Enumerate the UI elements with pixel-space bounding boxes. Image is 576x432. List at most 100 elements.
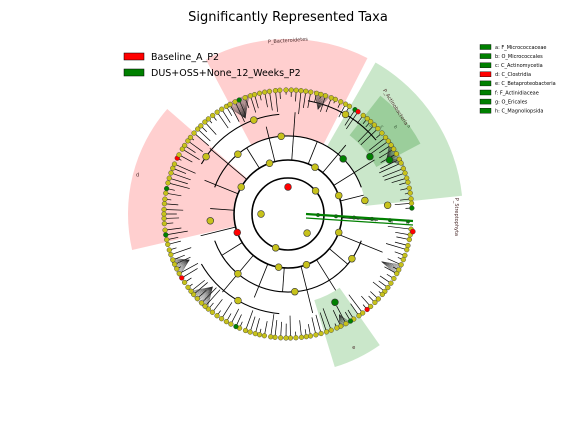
tip-node [170,257,176,263]
key-label-e: e: C_Betaproteobacteria [495,81,556,87]
inner-letter-g: g [390,220,393,225]
tip-node [162,227,168,233]
tip-node [278,335,284,341]
tip-branch [299,320,302,338]
tip-node [379,130,385,136]
tip-node [165,180,171,186]
inner-letter-h: h [406,220,409,226]
tip-branch [193,132,209,146]
tip-node [266,88,273,94]
tip-node [298,334,305,340]
tip-node [236,97,242,103]
tip-node [328,327,334,333]
tip-branch [298,90,302,115]
internal-node [234,296,242,305]
internal-node [265,159,274,167]
tip-branch [182,148,200,160]
tip-branch [315,314,322,334]
tip-branch [187,140,203,152]
tip-node [368,118,374,125]
tip-node [214,109,220,115]
tip-node [303,334,309,340]
inner-letter-a: a [405,124,411,129]
fan-branch [317,95,331,110]
tip-node [247,329,253,335]
tip-node [322,93,329,99]
tip-branch [319,312,327,332]
chart-title: Significantly Represented Taxa [188,10,388,25]
internal-node [291,288,299,296]
tip-branch [384,172,406,181]
fan-branch [202,286,213,308]
inner-letter-e: e [356,217,359,222]
tip-branch [190,279,205,292]
tip-node [398,160,404,166]
tip-branch [167,182,190,189]
legend-swatch-baseline [123,52,145,61]
tip-branch [322,308,332,331]
internal-branch [333,159,375,186]
tip-node [298,88,304,94]
tip-branch [250,95,257,113]
tip-branch [303,91,307,109]
tip-node [187,134,194,141]
internal-node [383,201,392,209]
tip-node [405,179,411,185]
fan-branch [192,286,213,297]
tip-branch [387,225,412,230]
tip-node [277,87,283,93]
tip-branch [169,177,188,185]
tip-node [313,332,319,338]
tip-node [168,170,174,176]
sector-letter-d: d [136,173,139,179]
tip-node [379,291,385,298]
tip-branch [204,121,217,135]
key-swatch-c [479,62,492,68]
tip-node [318,91,324,98]
tip-node [388,280,394,286]
internal-node [311,187,320,195]
tip-branch [249,316,256,333]
tip-node [287,335,294,341]
tip-node [262,89,268,95]
tip-node [199,300,205,306]
tip-node [338,99,344,105]
tip-branch [229,104,240,122]
tip-node [402,170,408,176]
tip-node [364,306,370,313]
internal-branch [291,112,296,161]
tip-node [242,327,249,334]
lineage-node [406,219,411,224]
tip-node [161,201,168,207]
internal-branch [210,208,235,211]
internal-node [335,228,343,237]
internal-node [339,155,347,163]
sector-clostridia [127,109,247,250]
tip-node [393,151,400,157]
fan-branch [245,94,250,119]
internal-node [361,196,369,205]
tip-node [346,103,353,109]
tip-branch [193,282,208,295]
internal-branch [322,144,347,173]
tip-branch [274,319,278,338]
internal-node [341,110,350,119]
internal-node [385,156,394,164]
tip-node [303,88,309,94]
legend-label-baseline: Baseline_A_P2 [151,52,219,63]
tip-node [176,152,182,158]
tree-branches [163,90,414,338]
tip-branch [197,128,211,142]
tip-node [233,323,239,330]
tip-node [182,279,188,286]
fan-branch [241,96,246,119]
internal-node [331,298,339,306]
tip-node [176,271,182,277]
internal-node [237,183,245,191]
tip-node [161,211,167,217]
tip-node [406,185,412,191]
internal-node [366,152,374,161]
ring-root [251,177,325,251]
tip-node [161,215,167,222]
ring-phylum [233,159,343,269]
